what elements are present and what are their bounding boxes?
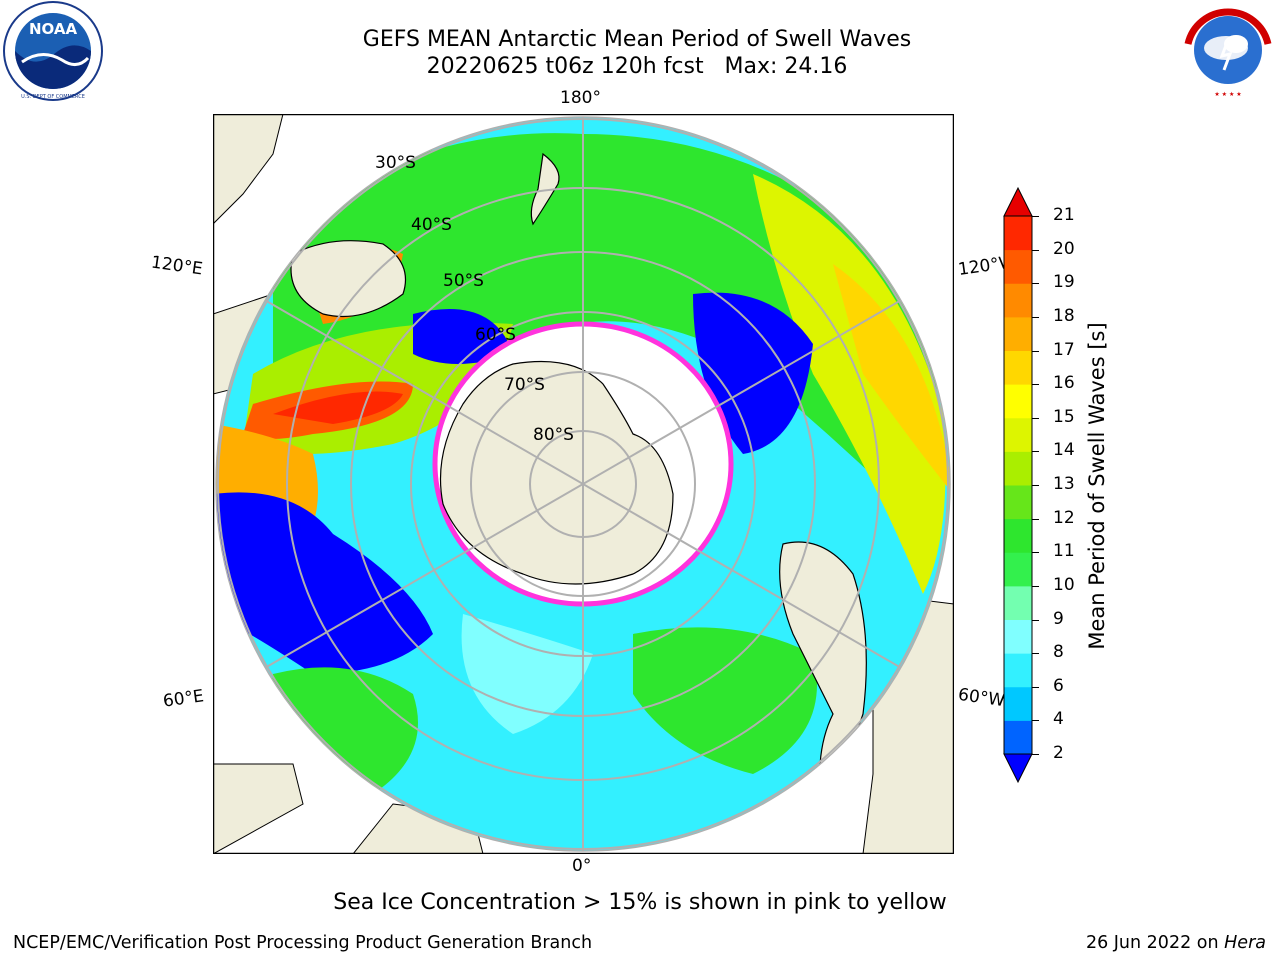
svg-text:NOAA: NOAA — [29, 20, 78, 38]
colorbar-tick-label: 15 — [1053, 406, 1075, 427]
colorbar-tick — [1032, 518, 1039, 520]
colorbar-tick — [1032, 384, 1039, 386]
lat-label-70s: 70°S — [504, 375, 545, 395]
colorbar-tick-label: 2 — [1053, 743, 1064, 763]
colorbar-segment — [1004, 216, 1032, 251]
colorbar-segment — [1004, 417, 1032, 452]
chart-subtitle: 20220625 t06z 120h fcst Max: 24.16 — [426, 54, 848, 79]
colorbar-tick-label: 10 — [1053, 574, 1075, 595]
svg-text:★ ★ ★ ★: ★ ★ ★ ★ — [1214, 91, 1241, 98]
colorbar-tick — [1032, 485, 1039, 486]
colorbar-tick-label: 13 — [1053, 474, 1075, 494]
colorbar-tick — [1032, 653, 1039, 655]
svg-text:U.S. DEPT OF COMMERCE: U.S. DEPT OF COMMERCE — [21, 94, 85, 100]
colorbar-tick-label: 4 — [1053, 709, 1064, 730]
colorbar-tick — [1032, 619, 1039, 621]
colorbar-segment — [1004, 720, 1032, 755]
colorbar-tick-label: 11 — [1053, 541, 1075, 562]
colorbar-tick-label: 14 — [1053, 440, 1075, 461]
footer-host: Hera — [1224, 933, 1266, 953]
colorbar-segment — [1004, 451, 1032, 486]
colorbar-tick — [1032, 720, 1039, 722]
lon-label-180: 180° — [560, 88, 601, 108]
colorbar-segment — [1004, 585, 1032, 620]
colorbar-segment — [1004, 384, 1032, 419]
colorbar-tick — [1032, 754, 1039, 755]
lat-label-30s: 30°S — [375, 153, 416, 173]
colorbar-segment — [1004, 249, 1032, 284]
colorbar-label: Mean Period of Swell Waves [s] — [1085, 322, 1109, 650]
footer-credit: NCEP/EMC/Verification Post Processing Pr… — [13, 933, 593, 953]
colorbar-tick-label: 8 — [1053, 642, 1064, 663]
land-outside-disc — [213, 114, 954, 854]
colorbar-tick-label: 19 — [1053, 272, 1075, 293]
colorbar-tick — [1032, 316, 1039, 318]
footer-date: 26 Jun 2022 on Hera — [1086, 933, 1266, 953]
colorbar-tick — [1032, 686, 1039, 688]
colorbar-segment — [1004, 316, 1032, 351]
lat-label-50s: 50°S — [443, 271, 484, 291]
lon-label-60e: 60°E — [161, 686, 206, 712]
colorbar-tick-label: 20 — [1053, 238, 1075, 259]
colorbar-tick — [1032, 451, 1039, 453]
lat-label-80s: 80°S — [533, 425, 574, 445]
colorbar-segment — [1004, 686, 1032, 721]
lon-label-60w: 60°W — [956, 684, 1007, 712]
colorbar-segment — [1004, 350, 1032, 385]
lon-label-120e: 120°E — [149, 252, 204, 280]
lon-label-0: 0° — [572, 856, 592, 876]
colorbar — [1003, 186, 1033, 784]
swell-period-field — [216, 117, 950, 851]
colorbar-segment — [1004, 552, 1032, 587]
colorbar-segment — [1004, 485, 1032, 520]
nws-logo: ★ ★ ★ ★ — [1181, 3, 1275, 98]
polar-map: 30°S 40°S 50°S 60°S 70°S 80°S — [213, 114, 954, 854]
colorbar-tick — [1032, 417, 1039, 419]
colorbar-tick — [1032, 216, 1039, 217]
colorbar-segment — [1004, 518, 1032, 553]
colorbar-tick-label: 17 — [1053, 339, 1075, 360]
colorbar-segment — [1004, 283, 1032, 318]
caption: Sea Ice Concentration > 15% is shown in … — [333, 890, 947, 915]
colorbar-tick-label: 21 — [1053, 205, 1075, 225]
latitude-labels: 30°S 40°S 50°S 60°S 70°S 80°S — [375, 153, 574, 445]
colorbar-tick — [1032, 283, 1039, 285]
chart-title: GEFS MEAN Antarctic Mean Period of Swell… — [362, 27, 912, 52]
colorbar-tick-label: 16 — [1053, 373, 1075, 394]
noaa-logo: NOAA U.S. DEPT OF COMMERCE — [3, 1, 103, 101]
colorbar-segment — [1004, 653, 1032, 688]
lat-label-60s: 60°S — [475, 325, 516, 345]
colorbar-tick — [1032, 249, 1039, 251]
colorbar-tick-label: 12 — [1053, 507, 1075, 528]
colorbar-tick-label: 6 — [1053, 675, 1064, 696]
colorbar-tick — [1032, 552, 1039, 554]
colorbar-tick-label: 9 — [1053, 608, 1064, 629]
colorbar-tick-label: 18 — [1053, 305, 1075, 326]
colorbar-tick — [1032, 585, 1039, 587]
colorbar-segment — [1004, 619, 1032, 654]
colorbar-tick — [1032, 350, 1039, 352]
lat-label-40s: 40°S — [411, 215, 452, 235]
footer-date-text: 26 Jun 2022 on — [1085, 933, 1225, 953]
